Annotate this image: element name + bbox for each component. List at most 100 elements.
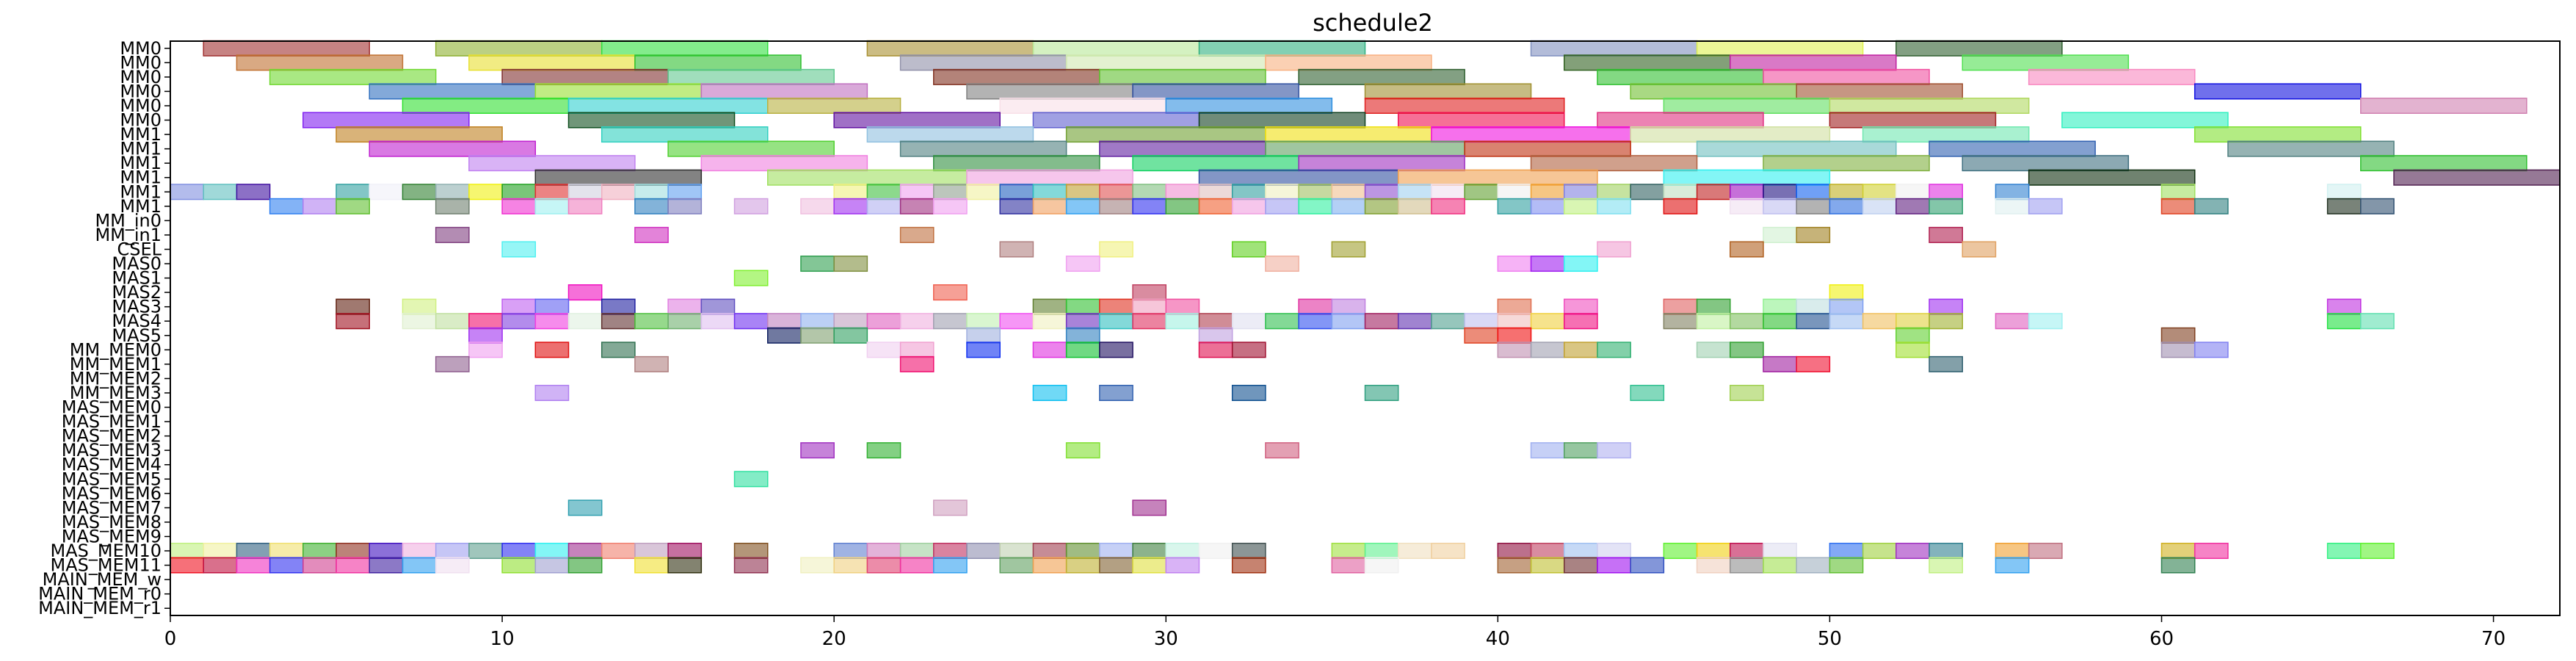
- task-bar: [634, 355, 669, 372]
- task-bar: [700, 83, 868, 100]
- task-bar: [1895, 327, 1930, 344]
- task-bar: [1929, 355, 1964, 372]
- task-bar: [833, 557, 868, 574]
- task-bar: [567, 284, 603, 301]
- task-bar: [634, 313, 669, 330]
- y-tick-label: MM0: [120, 38, 162, 59]
- task-bar: [733, 543, 769, 560]
- task-bar: [866, 442, 901, 459]
- task-bar: [1630, 83, 1797, 100]
- task-bar: [733, 270, 769, 286]
- task-bar: [1231, 557, 1266, 574]
- task-bar: [1597, 184, 1631, 201]
- y-tick-label: MM0: [120, 81, 162, 101]
- task-bar: [1796, 557, 1831, 574]
- task-bar: [1132, 313, 1167, 330]
- task-bar: [634, 184, 669, 201]
- task-bar: [634, 54, 802, 71]
- task-bar: [501, 313, 537, 330]
- task-bar: [933, 313, 968, 330]
- task-bar: [567, 112, 736, 129]
- task-bar: [1331, 313, 1366, 330]
- task-bar: [468, 342, 503, 358]
- task-bar: [1696, 543, 1731, 560]
- task-bar: [800, 198, 835, 214]
- task-bar: [667, 198, 703, 214]
- task-bar: [733, 471, 769, 488]
- task-bar: [1929, 226, 1964, 243]
- task-bar: [501, 557, 537, 574]
- task-bar: [601, 313, 636, 330]
- task-bar: [601, 126, 769, 143]
- task-bar: [335, 298, 370, 315]
- task-bar: [2360, 198, 2395, 214]
- task-bar: [1530, 184, 1565, 201]
- task-bar: [1796, 226, 1831, 243]
- task-bar: [435, 226, 470, 243]
- task-bar: [601, 342, 636, 358]
- task-bar: [1099, 241, 1133, 258]
- task-bar: [335, 184, 370, 201]
- task-bar: [1530, 155, 1698, 172]
- task-bar: [2194, 198, 2229, 214]
- task-bar: [1829, 543, 1864, 560]
- task-bar: [700, 313, 736, 330]
- task-bar: [1497, 342, 1532, 358]
- y-tick-label: MM_in1: [95, 225, 162, 245]
- task-bar: [899, 342, 935, 358]
- x-tick-label: 30: [1154, 628, 1178, 650]
- task-bar: [1763, 226, 1797, 243]
- task-bar: [369, 83, 537, 100]
- task-bar: [1829, 298, 1864, 315]
- task-bar: [335, 557, 370, 574]
- task-bar: [1065, 198, 1100, 214]
- task-bar: [1364, 184, 1399, 201]
- task-bar: [2326, 184, 2362, 201]
- task-bar: [1364, 83, 1532, 100]
- task-bar: [1696, 40, 1864, 57]
- task-bar: [999, 198, 1034, 214]
- task-bar: [1132, 184, 1167, 201]
- task-bar: [1464, 140, 1631, 157]
- task-bar: [1829, 557, 1864, 574]
- task-bar: [534, 557, 570, 574]
- y-tick-label: MM_MEM0: [70, 339, 162, 360]
- task-bar: [435, 355, 470, 372]
- task-bar: [1663, 198, 1698, 214]
- task-bar: [1597, 442, 1631, 459]
- task-bar: [1663, 313, 1698, 330]
- task-bar: [1597, 543, 1631, 560]
- task-bar: [1364, 384, 1399, 401]
- task-bar: [468, 543, 503, 560]
- task-bar: [203, 40, 371, 57]
- y-tick-label: MAS_MEM6: [62, 483, 162, 504]
- task-bar: [800, 313, 835, 330]
- task-bar: [1630, 184, 1665, 201]
- task-bar: [1331, 543, 1366, 560]
- task-bars: [170, 40, 2561, 574]
- task-bar: [1497, 327, 1532, 344]
- task-bar: [1198, 184, 1233, 201]
- task-bar: [1265, 126, 1432, 143]
- task-bar: [1165, 198, 1200, 214]
- task-bar: [1397, 184, 1432, 201]
- task-bar: [2160, 342, 2196, 358]
- task-bar: [1796, 313, 1831, 330]
- task-bar: [1663, 543, 1698, 560]
- task-bar: [1464, 313, 1499, 330]
- task-bar: [567, 313, 603, 330]
- task-bar: [1564, 184, 1598, 201]
- task-bar: [335, 126, 503, 143]
- task-bar: [899, 226, 935, 243]
- task-bar: [402, 313, 437, 330]
- task-bar: [1132, 155, 1299, 172]
- task-bar: [634, 198, 669, 214]
- task-bar: [1829, 198, 1864, 214]
- task-bar: [1862, 198, 1897, 214]
- task-bar: [1331, 557, 1366, 574]
- task-bar: [899, 198, 935, 214]
- task-bar: [601, 543, 636, 560]
- task-bar: [1397, 543, 1432, 560]
- task-bar: [1099, 313, 1133, 330]
- task-bar: [468, 155, 636, 172]
